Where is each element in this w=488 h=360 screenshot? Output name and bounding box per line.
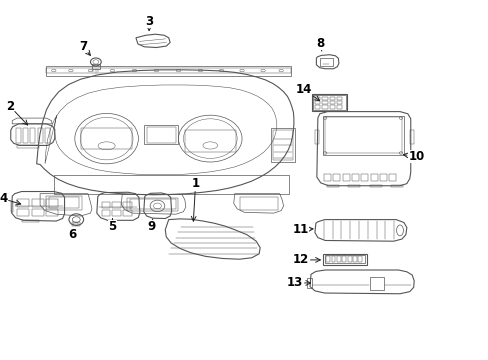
Bar (46, 209, 58, 216)
Bar (347, 185, 360, 187)
Bar (311, 94, 346, 111)
Bar (46, 199, 58, 207)
Bar (370, 174, 377, 181)
Text: 11: 11 (292, 223, 312, 236)
Bar (22, 220, 39, 222)
Bar (331, 256, 335, 262)
Bar (329, 105, 334, 109)
Bar (322, 101, 327, 104)
Bar (314, 101, 320, 104)
Bar (325, 256, 329, 262)
Bar (11, 202, 13, 212)
Bar (358, 256, 362, 262)
Text: 4: 4 (0, 192, 20, 205)
Bar (369, 185, 381, 187)
Bar (409, 130, 413, 144)
Polygon shape (309, 270, 413, 294)
Bar (46, 68, 290, 73)
Bar (129, 199, 176, 209)
Bar (112, 210, 121, 216)
Bar (342, 174, 349, 181)
Bar (306, 278, 311, 288)
Text: 10: 10 (403, 150, 424, 163)
Bar (323, 116, 403, 155)
Bar (329, 101, 334, 104)
Bar (271, 128, 294, 162)
Bar (322, 97, 327, 100)
Text: 1: 1 (191, 177, 199, 221)
Bar (17, 145, 39, 148)
Bar (17, 209, 29, 216)
Bar (144, 125, 178, 144)
Bar (123, 210, 131, 216)
Bar (92, 64, 100, 69)
Bar (347, 256, 351, 262)
Bar (333, 174, 340, 181)
Text: 5: 5 (108, 219, 116, 233)
Bar (239, 197, 277, 210)
Polygon shape (165, 219, 260, 259)
Bar (326, 185, 338, 187)
Bar (379, 174, 386, 181)
Text: 9: 9 (147, 219, 155, 233)
Bar (184, 130, 235, 152)
Bar (81, 128, 132, 149)
Bar (314, 97, 320, 100)
Bar (322, 105, 327, 109)
Bar (369, 277, 384, 290)
Bar (73, 223, 78, 225)
Bar (102, 202, 110, 208)
Bar (351, 174, 358, 181)
Bar (32, 209, 43, 216)
Bar (336, 97, 342, 100)
Bar (272, 130, 293, 160)
Bar (30, 128, 35, 143)
Bar (38, 128, 42, 143)
Bar (72, 222, 80, 226)
Text: 14: 14 (295, 83, 319, 101)
Polygon shape (316, 112, 410, 186)
Bar (49, 197, 79, 208)
Bar (388, 174, 395, 181)
Bar (313, 95, 345, 110)
Bar (46, 66, 290, 76)
Bar (314, 130, 318, 144)
Bar (123, 202, 131, 208)
Text: 13: 13 (286, 276, 310, 289)
Bar (325, 117, 401, 153)
Bar (16, 128, 20, 143)
Bar (336, 105, 342, 109)
Text: 6: 6 (68, 228, 76, 240)
Bar (324, 174, 330, 181)
Bar (46, 196, 81, 210)
Bar (336, 256, 340, 262)
Bar (146, 127, 176, 143)
Bar (322, 254, 366, 265)
Bar (112, 202, 121, 208)
Bar (32, 199, 43, 207)
Bar (390, 185, 403, 187)
Bar (54, 175, 288, 194)
Bar (23, 128, 28, 143)
Text: 2: 2 (6, 100, 28, 125)
Bar (45, 128, 50, 143)
Bar (361, 174, 367, 181)
Bar (336, 101, 342, 104)
Bar (324, 255, 364, 263)
Text: 8: 8 (316, 37, 324, 51)
Bar (102, 210, 110, 216)
Bar (352, 256, 356, 262)
Bar (127, 198, 178, 211)
Bar (342, 256, 346, 262)
Bar (17, 199, 29, 207)
Bar (329, 97, 334, 100)
Text: 12: 12 (292, 253, 320, 266)
Polygon shape (314, 220, 406, 241)
Text: 3: 3 (145, 15, 153, 31)
Text: 7: 7 (79, 40, 90, 55)
Bar (319, 58, 332, 66)
Bar (314, 105, 320, 109)
